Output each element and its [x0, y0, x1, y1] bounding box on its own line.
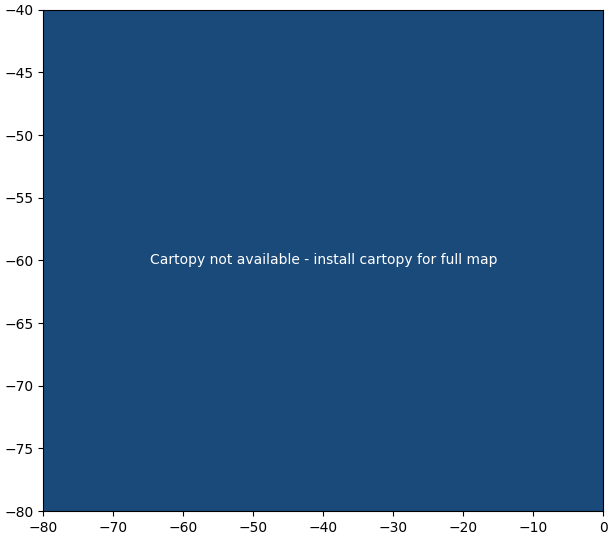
Text: Cartopy not available - install cartopy for full map: Cartopy not available - install cartopy … — [149, 253, 497, 267]
